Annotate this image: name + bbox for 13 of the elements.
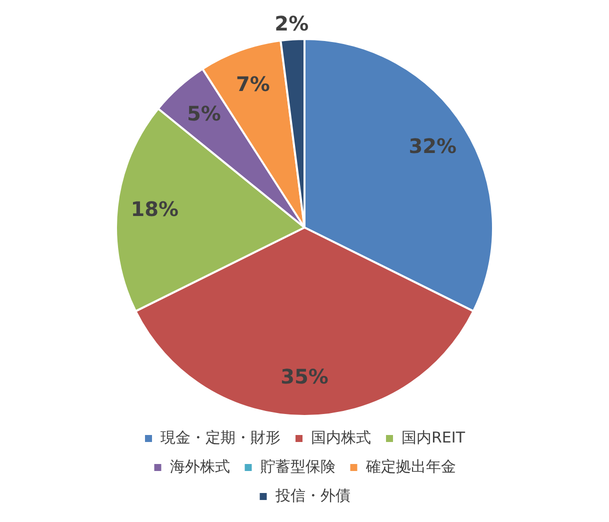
data-label: 18% — [130, 196, 179, 221]
data-label: 35% — [280, 364, 328, 389]
legend-label: 国内REIT — [402, 428, 466, 446]
legend-label: 貯蓄型保険 — [260, 457, 336, 476]
data-label: 5% — [186, 101, 221, 126]
legend-label: 確定拠出年金 — [364, 457, 456, 476]
legend-label: 現金・定期・財形 — [160, 428, 281, 446]
legend-label: 国内株式 — [311, 428, 372, 446]
legend-label: 海外株式 — [170, 457, 230, 476]
legend-label: 投信・外債 — [274, 486, 350, 504]
data-label: 7% — [236, 72, 270, 96]
data-label: 2% — [274, 12, 309, 36]
data-label: 32% — [408, 134, 457, 158]
